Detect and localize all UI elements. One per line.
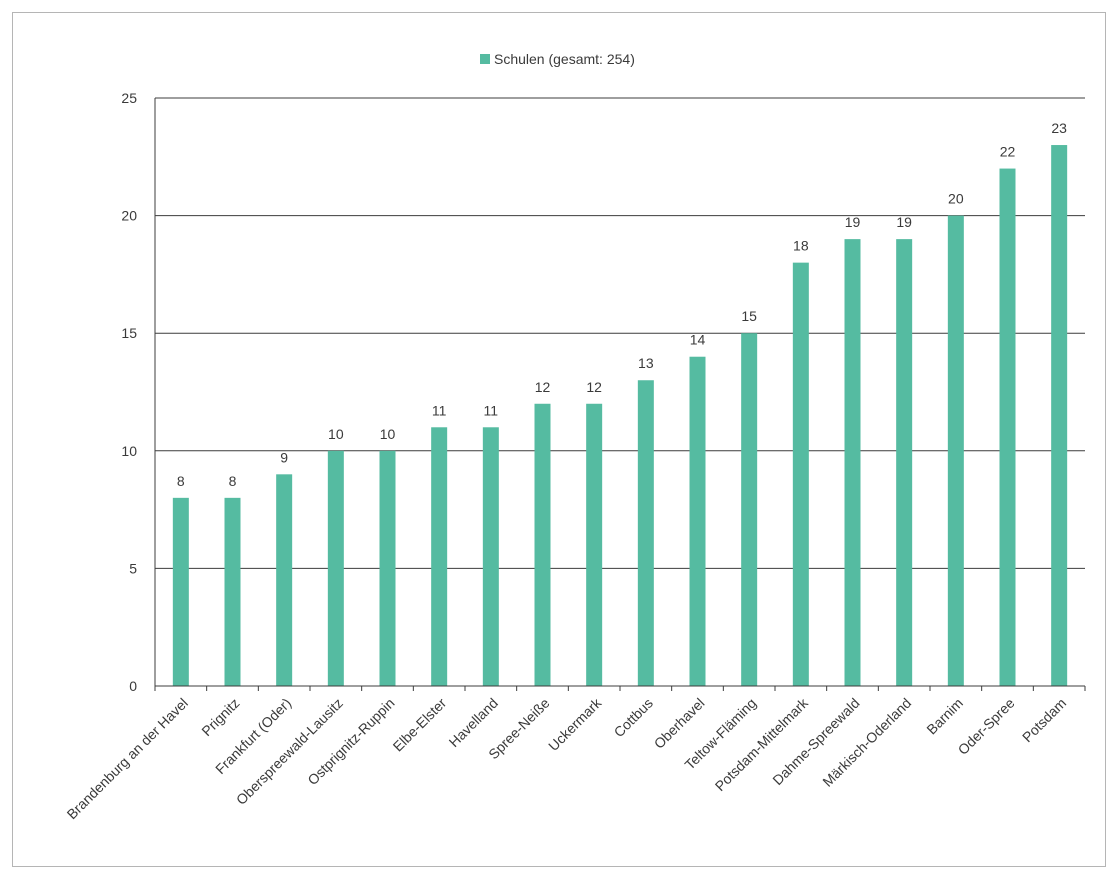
x-tick-label: Oder-Spree <box>955 695 1018 758</box>
data-label: 11 <box>484 402 499 418</box>
x-tick-label: Havelland <box>446 695 501 750</box>
x-tick-label: Barnim <box>923 695 966 738</box>
data-label: 8 <box>177 473 185 489</box>
bar <box>689 356 706 686</box>
x-axis-ticks: Brandenburg an der Havel PrignitzFrankfur… <box>64 694 1070 822</box>
legend-swatch <box>480 54 490 64</box>
x-tick-label: Ostprignitz-Ruppin <box>304 695 397 788</box>
bar <box>224 497 241 686</box>
bar <box>999 168 1016 686</box>
x-tick-label: Potsdam <box>1019 695 1069 745</box>
bar <box>327 450 344 686</box>
axes <box>154 98 1086 691</box>
bar <box>792 262 809 686</box>
data-label: 12 <box>586 379 602 395</box>
data-label: 19 <box>896 214 912 230</box>
bars <box>172 145 1068 687</box>
bar <box>276 474 293 686</box>
bar <box>637 380 654 686</box>
y-tick-label: 25 <box>121 90 137 106</box>
x-tick-label: Dahme-Spreewald <box>769 695 862 788</box>
x-tick-label: Elbe-Elster <box>390 695 450 755</box>
legend: Schulen (gesamt: 254) <box>480 51 635 67</box>
bar <box>534 403 551 686</box>
y-tick-label: 5 <box>129 560 137 576</box>
data-label: 13 <box>638 355 654 371</box>
x-tick-label: Brandenburg an der Havel <box>64 695 191 822</box>
data-label: 19 <box>845 214 861 230</box>
x-tick-label: Potsdam-Mittelmark <box>712 694 812 794</box>
data-label: 11 <box>432 402 447 418</box>
bar <box>172 497 189 686</box>
data-labels: 8 8 9 10 10 11 11 12 12 13 14 15 18 19 19 20 22 23 <box>177 120 1067 489</box>
data-label: 15 <box>741 308 757 324</box>
bar <box>586 403 603 686</box>
data-label: 9 <box>280 449 288 465</box>
bar <box>741 333 758 686</box>
data-label: 14 <box>690 332 706 348</box>
grid <box>155 97 1085 569</box>
bar <box>896 239 913 686</box>
data-label: 22 <box>1000 144 1016 160</box>
legend-label: Schulen (gesamt: 254) <box>494 51 635 67</box>
data-label: 10 <box>328 426 344 442</box>
bar <box>379 450 396 686</box>
y-axis-ticks: 0 5 10 15 20 25 <box>121 90 137 694</box>
data-label: 18 <box>793 238 809 254</box>
y-tick-label: 0 <box>129 678 137 694</box>
y-tick-label: 15 <box>121 325 137 341</box>
y-tick-label: 20 <box>121 208 137 224</box>
bar <box>1051 145 1068 687</box>
data-label: 12 <box>535 379 551 395</box>
y-tick-label: 10 <box>121 443 137 459</box>
data-label: 20 <box>948 191 964 207</box>
data-label: 23 <box>1051 120 1067 136</box>
bar <box>947 215 964 686</box>
chart-frame <box>12 12 1106 867</box>
x-tick-label: Märkisch-Oderland <box>819 695 914 790</box>
bar <box>431 427 448 686</box>
x-tick-label: Prignitz <box>198 695 242 739</box>
bar <box>482 427 499 686</box>
bar <box>844 239 861 686</box>
x-tick-label: Cottbus <box>611 695 656 740</box>
data-label: 10 <box>380 426 396 442</box>
data-label: 8 <box>229 473 237 489</box>
x-tick-label: Uckermark <box>545 694 605 754</box>
